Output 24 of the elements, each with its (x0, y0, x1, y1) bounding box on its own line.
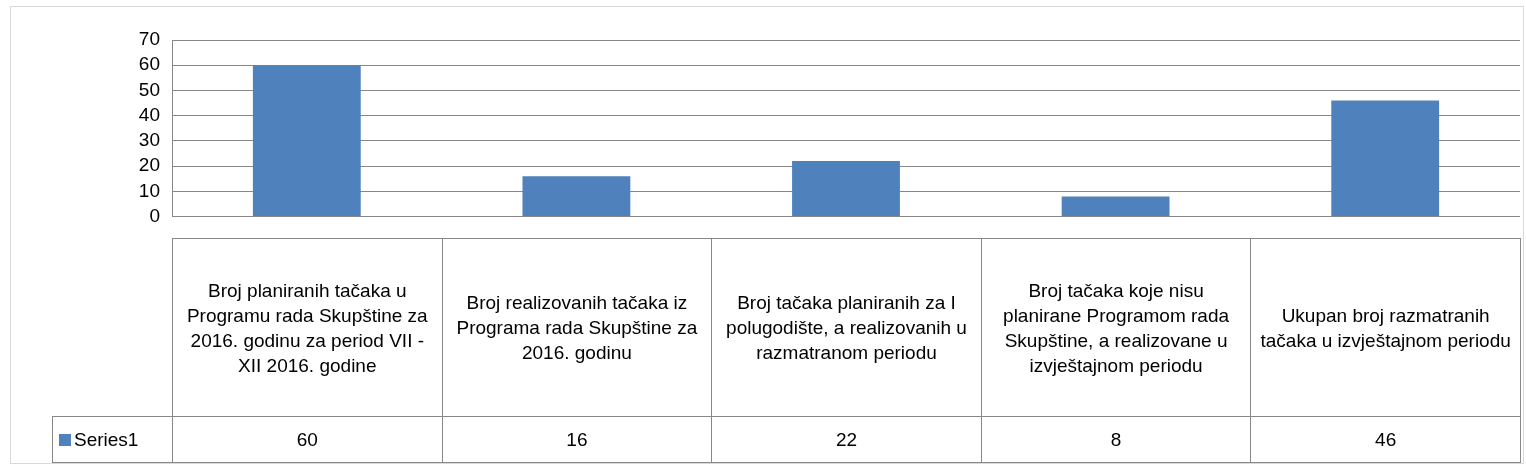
bar (1331, 100, 1440, 217)
y-tick-label: 60 (138, 53, 160, 75)
y-tick-label: 70 (138, 28, 160, 50)
y-tick-label: 50 (138, 78, 160, 100)
bar (792, 161, 900, 217)
x-tick-label: Broj planiranih tačaka u Programu rada Skupštine za 2016. godinu za period VII - XII 2016. godine (172, 238, 443, 417)
y-tick-label: 0 (149, 204, 160, 226)
data-label: 16 (442, 416, 712, 463)
legend-label: Series1 (52, 416, 173, 463)
y-tick-label: 20 (138, 154, 160, 176)
y-tick-label: 10 (138, 179, 160, 201)
x-tick-label: Ukupan broj razmatranih tačaka u izvještajnom periodu (1250, 238, 1521, 417)
y-tick-label: 30 (138, 129, 160, 151)
bar (522, 176, 631, 217)
x-tick-label: Broj tačaka planiranih za I polugodište, a realizovanih u razmatranom periodu (711, 238, 982, 417)
x-tick-label: Broj realizovanih tačaka iz Programa rada Skupštine za 2016. godinu (442, 238, 712, 417)
y-tick-label: 40 (138, 103, 160, 125)
bar (1061, 196, 1170, 217)
data-label: 60 (172, 416, 443, 463)
data-label: 22 (711, 416, 982, 463)
x-tick-label: Broj tačaka koje nisu planirane Programom rada Skupštine, a realizovane u izvještajnom periodu (981, 238, 1251, 417)
data-label: 8 (981, 416, 1251, 463)
data-label: 46 (1250, 416, 1521, 463)
bar (252, 65, 361, 217)
